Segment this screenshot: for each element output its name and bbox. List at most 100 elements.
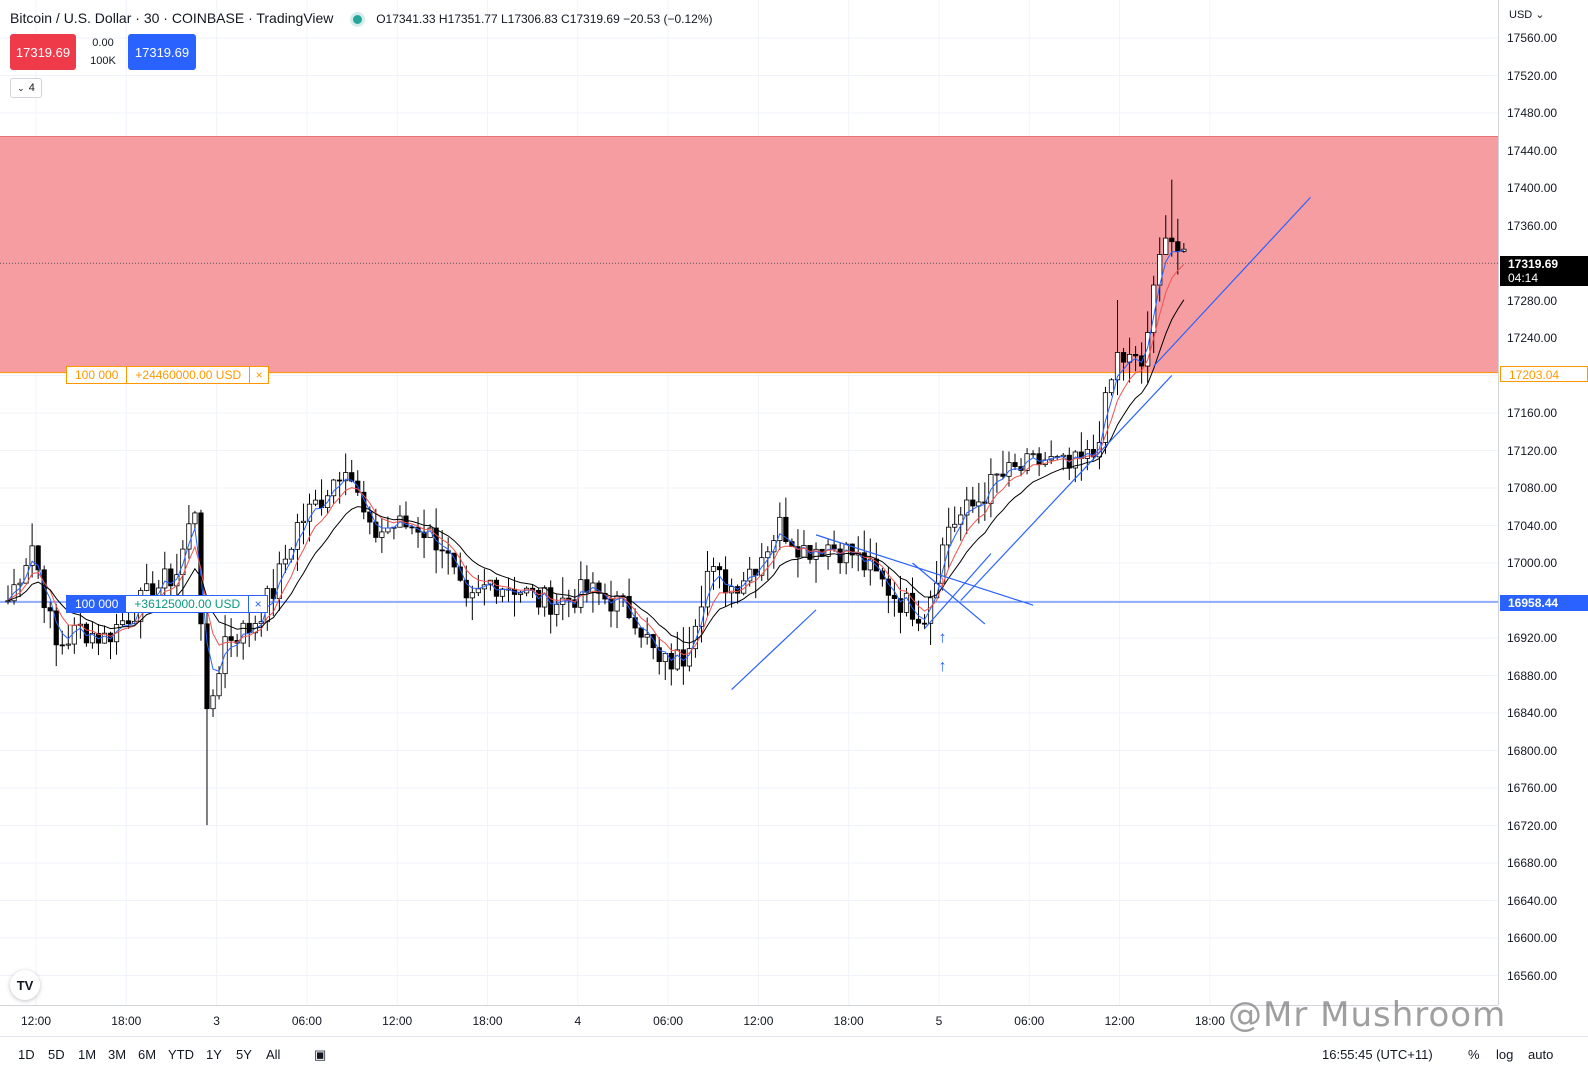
candle-up	[499, 588, 506, 597]
candle-up	[554, 604, 560, 615]
candle-down	[921, 622, 928, 625]
candle-up	[427, 527, 433, 538]
candle-down	[680, 649, 686, 667]
price-tick: 17080.00	[1507, 481, 1558, 495]
candle-up	[542, 587, 548, 608]
candle-down	[831, 544, 837, 550]
candle-up	[994, 473, 1000, 476]
goto-date-icon[interactable]: ▣	[314, 1047, 327, 1062]
candle-down	[1175, 241, 1181, 252]
candle-up	[946, 526, 952, 546]
candle-down	[735, 586, 741, 594]
timeframe-button[interactable]: All	[266, 1047, 281, 1062]
time-tick: 18:00	[111, 1014, 142, 1028]
candle-down	[668, 652, 674, 670]
candle-up	[958, 514, 964, 525]
supply-zone-rect[interactable]	[0, 136, 1498, 373]
timeframe-button[interactable]: 1D	[18, 1047, 35, 1062]
candle-up	[312, 499, 319, 505]
auto-toggle[interactable]: auto	[1528, 1047, 1554, 1062]
candle-down	[373, 521, 379, 538]
candle-up	[517, 592, 524, 595]
trendline[interactable]	[815, 534, 1034, 606]
sell-arrow-icon: ↓	[939, 573, 947, 590]
buy-arrow-icon: ↑	[939, 630, 947, 647]
percent-toggle[interactable]: %	[1468, 1047, 1480, 1062]
time-axis[interactable]: 12:00 18:00 3 06:00 12:00 18:00 4 06:00 12:00 18:…	[0, 1005, 1498, 1036]
buy-arrow-icon: ↑	[939, 658, 947, 675]
candle-up	[1030, 453, 1036, 456]
close-position-icon[interactable]: ×	[250, 367, 269, 383]
candle-down	[909, 592, 916, 620]
candlestick-chart[interactable]: ↓ ↑ ↑	[0, 0, 1498, 1005]
timeframe-button[interactable]: YTD	[168, 1047, 194, 1062]
candle-up	[952, 523, 958, 528]
candle-up	[729, 586, 735, 594]
chart-plot-area[interactable]: ↓ ↑ ↑ Bitcoin / U.S. Dollar · 30 · COINBAS…	[0, 0, 1498, 1005]
timeframe-button[interactable]: 5Y	[236, 1047, 252, 1062]
candle-up	[674, 649, 680, 670]
chevron-down-icon: ⌄	[17, 82, 25, 93]
candle-down	[433, 527, 439, 551]
candle-up	[65, 643, 71, 646]
timeframe-button[interactable]: 1M	[78, 1047, 97, 1062]
price-tick: 16880.00	[1507, 668, 1558, 683]
candle-down	[1169, 237, 1175, 243]
time-tick: 12:00	[1104, 1014, 1135, 1028]
timeframe-button[interactable]: 5D	[48, 1047, 65, 1062]
candle-down	[53, 610, 59, 646]
sell-button[interactable]: 17319.69	[10, 34, 76, 70]
timeframe-button[interactable]: 6M	[138, 1047, 157, 1062]
candle-up	[29, 545, 35, 566]
close-position-icon[interactable]: ×	[249, 596, 268, 612]
candle-down	[879, 570, 885, 580]
trendline[interactable]	[731, 609, 817, 690]
candle-down	[168, 568, 174, 587]
position-price-label-2: 16958.44	[1500, 595, 1588, 611]
position-line-label-1[interactable]: 100 000 +24460000.00 USD ×	[66, 366, 270, 384]
tradingview-logo-icon[interactable]: TV	[10, 970, 40, 1000]
candle-down	[783, 516, 789, 542]
log-toggle[interactable]: log	[1496, 1047, 1514, 1062]
clock[interactable]: 16:55:45 (UTC+11)	[1322, 1047, 1433, 1062]
trendline[interactable]	[960, 375, 1173, 601]
candle-down	[463, 579, 469, 599]
price-tick: 17280.00	[1507, 293, 1558, 308]
candle-down	[548, 587, 554, 615]
trendline[interactable]	[1153, 196, 1311, 367]
currency-selector[interactable]: USD ⌄	[1509, 9, 1545, 21]
candle-down	[228, 636, 234, 641]
price-axis[interactable]: USD ⌄ 17560.00 17520.00 17480.00 17440.00 17…	[1498, 0, 1588, 1005]
candle-up	[192, 512, 198, 525]
candle-down	[716, 566, 723, 571]
trendline[interactable]	[924, 553, 992, 630]
price-tick: 17120.00	[1507, 443, 1558, 458]
candle-up	[927, 597, 934, 624]
position-qty: 100 000	[67, 596, 127, 612]
buy-button[interactable]: 17319.69	[128, 34, 196, 70]
candle-down	[1012, 462, 1018, 467]
collapse-indicators-button[interactable]: ⌄ 4	[10, 78, 42, 98]
price-tick: 16800.00	[1507, 743, 1558, 758]
trendline[interactable]	[912, 562, 986, 625]
candle-up	[5, 600, 11, 603]
candle-down	[915, 618, 922, 624]
timeframe-button[interactable]: 3M	[108, 1047, 127, 1062]
candle-up	[475, 588, 481, 594]
candle-up	[747, 568, 753, 582]
candle-up	[698, 606, 705, 627]
candle-down	[439, 549, 445, 552]
candle-down	[638, 627, 644, 638]
candle-up	[144, 583, 150, 591]
time-tick: 18:00	[472, 1014, 503, 1028]
time-tick: 12:00	[743, 1014, 774, 1028]
candle-down	[41, 569, 47, 609]
candle-down	[59, 644, 65, 647]
candle-up	[469, 592, 475, 599]
quantity-value[interactable]: 100K	[90, 55, 116, 67]
position-line-label-2[interactable]: 100 000 +36125000.00 USD ×	[66, 595, 269, 613]
price-tick: 17160.00	[1507, 406, 1558, 420]
timeframe-button[interactable]: 1Y	[206, 1047, 222, 1062]
symbol-title[interactable]: Bitcoin / U.S. Dollar · 30 · COINBASE · …	[10, 10, 334, 26]
price-tick: 17360.00	[1507, 218, 1558, 233]
